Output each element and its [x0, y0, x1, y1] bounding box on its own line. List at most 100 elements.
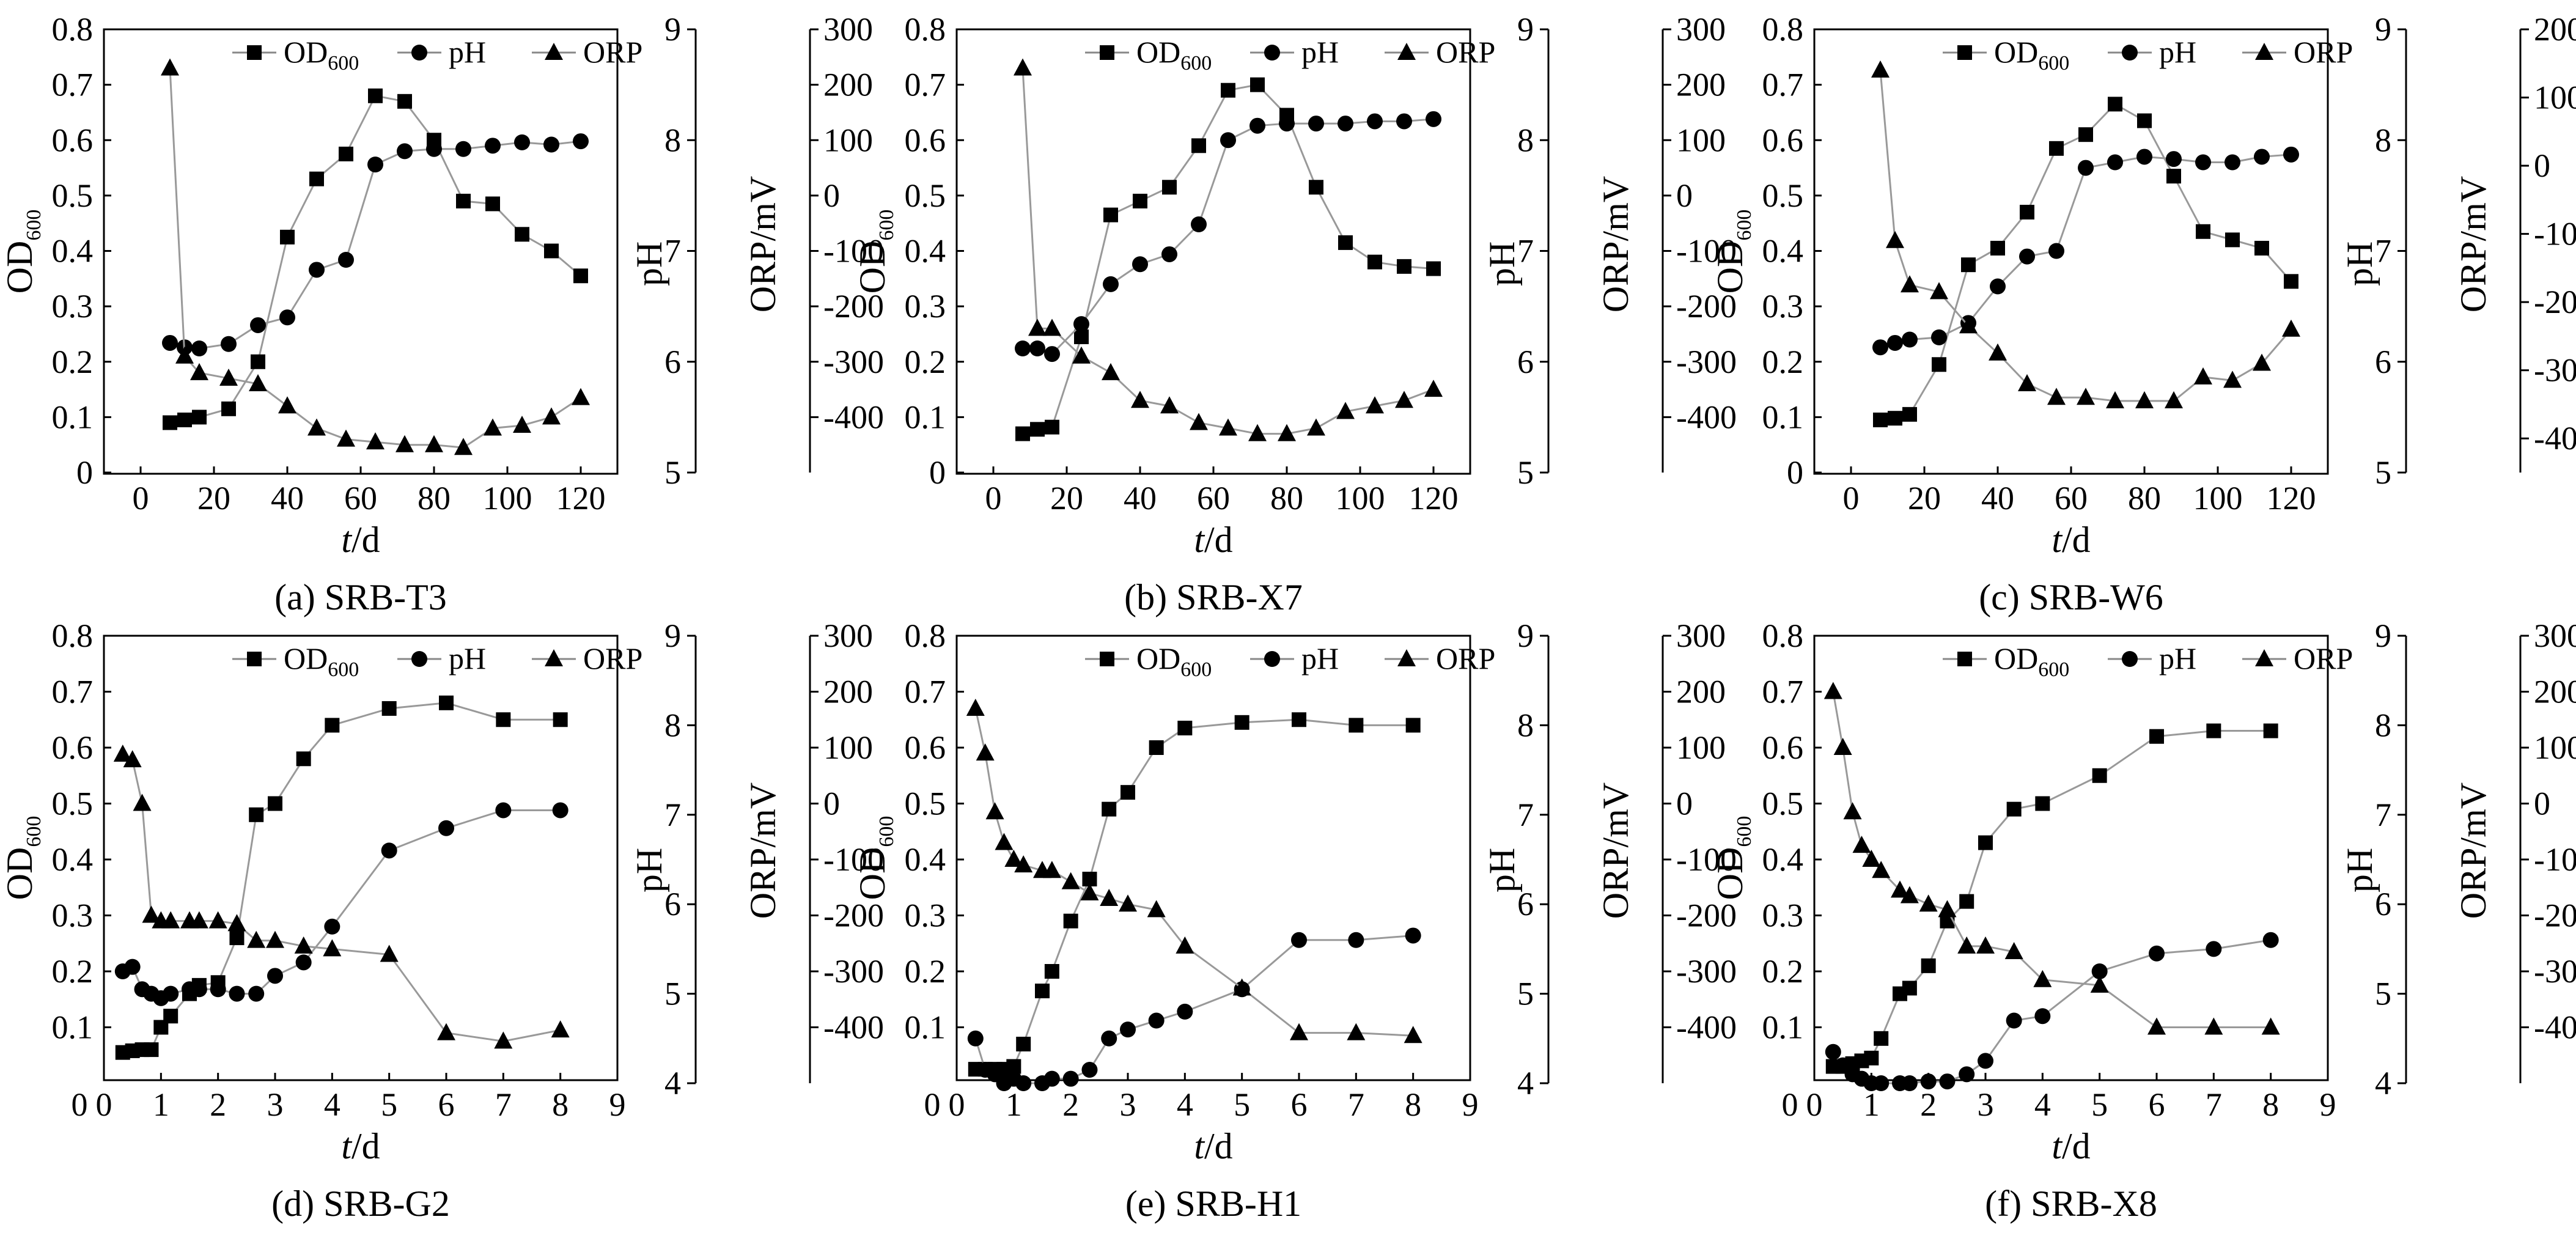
panel-caption: (f) SRB-X8	[1985, 1183, 2157, 1224]
data-point-circle	[495, 802, 512, 819]
series-line	[974, 934, 1413, 1084]
data-point-square	[2196, 224, 2210, 239]
y-axis-label: OD600	[0, 816, 45, 900]
data-point-circle	[2048, 243, 2064, 259]
x-axis-label: t/d	[2052, 1126, 2090, 1166]
data-point-circle	[1939, 1073, 1956, 1090]
data-point-triangle	[142, 905, 161, 923]
data-point-circle	[279, 309, 295, 326]
series-circle	[1825, 932, 2279, 1091]
data-point-square	[177, 412, 192, 427]
y-tick-label: 0.2	[1762, 953, 1804, 990]
data-point-square	[1959, 894, 1974, 909]
orp-tick-label: -100	[823, 841, 884, 878]
data-point-circle	[210, 981, 226, 998]
data-point-triangle	[1100, 889, 1119, 907]
y-tick-label: 0.3	[1762, 288, 1804, 325]
x-tick-label: 9	[1462, 1086, 1479, 1123]
x-tick-label: 6	[1291, 1086, 1308, 1123]
y-tick-label: 0	[1787, 454, 1803, 491]
legend-label-main: pH	[449, 35, 486, 69]
data-point-square	[325, 718, 340, 733]
data-point-triangle	[396, 435, 414, 452]
x-axis-label: t/d	[2052, 520, 2090, 560]
data-point-circle	[514, 134, 530, 150]
data-point-triangle	[1833, 738, 1852, 755]
ph-tick-label: 5	[1517, 454, 1534, 491]
ph-tick-label: 6	[1517, 344, 1534, 380]
data-point-square	[1367, 254, 1382, 270]
orp-tick-label: -200	[1676, 897, 1737, 934]
series-circle	[1015, 111, 1441, 363]
data-point-triangle	[123, 750, 142, 768]
ph-tick-label: 7	[1517, 233, 1534, 270]
data-point-triangle	[175, 346, 194, 364]
data-point-square	[1902, 981, 1917, 996]
data-point-triangle	[2047, 388, 2066, 405]
ph-axis-label: pH	[1482, 241, 1522, 286]
ph-tick-label: 7	[2375, 797, 2391, 833]
x-axis-label-var: t	[1194, 520, 1205, 560]
data-point-circle	[397, 143, 413, 160]
orp-tick-label: 300	[1676, 617, 1726, 654]
legend-label: pH	[2159, 641, 2196, 675]
data-point-square	[1102, 801, 1117, 817]
series-square	[115, 695, 568, 1060]
x-tick-label: 0	[949, 1086, 965, 1123]
legend-label: OD600	[284, 35, 359, 75]
data-point-square	[221, 401, 236, 416]
x-tick-label: 2	[1062, 1086, 1079, 1123]
y-tick-label: 0.7	[52, 67, 94, 103]
data-point-circle	[1348, 932, 1364, 948]
ph-axis-label: pH	[1482, 848, 1522, 893]
x-tick-label: 100	[2193, 480, 2243, 517]
ph-tick-label: 4	[2375, 1065, 2391, 1102]
y-axis-label: OD600	[1710, 210, 1756, 294]
data-point-square	[553, 712, 568, 727]
legend-label-main: OD	[1994, 641, 2038, 675]
y-axis-label-sub: 600	[1733, 816, 1756, 847]
y-tick-label: 0.1	[52, 399, 94, 435]
data-point-circle	[2091, 963, 2108, 979]
y-axis-label-sub: 600	[23, 210, 45, 241]
data-point-triangle	[161, 58, 179, 76]
orp-tick-label: 0	[823, 177, 840, 214]
y-tick-label: 0.1	[1762, 1009, 1804, 1046]
data-point-triangle	[2282, 319, 2300, 337]
panel-caption: (b) SRB-X7	[1124, 577, 1303, 617]
data-point-triangle	[1336, 402, 1355, 419]
data-point-square	[1961, 257, 1976, 273]
y-tick-label: 0.1	[905, 1009, 946, 1046]
data-point-square	[296, 751, 311, 767]
x-axis-label-var: t	[341, 1126, 352, 1166]
ph-tick-label: 5	[664, 976, 681, 1012]
legend-marker-square	[1957, 652, 1972, 666]
data-point-circle	[1873, 1075, 1890, 1091]
orp-tick-label: 0	[1676, 786, 1693, 822]
orp-tick-label: 200	[1676, 67, 1726, 103]
data-point-triangle	[1248, 424, 1267, 441]
orp-tick-label: 100	[823, 122, 873, 158]
x-tick-label: 60	[1197, 480, 1230, 517]
orp-tick-label: 200	[2534, 674, 2576, 710]
ph-tick-label: 7	[1517, 797, 1534, 833]
y-tick-label: 0.7	[1762, 67, 1804, 103]
legend-marker-circle	[1264, 45, 1280, 61]
data-point-triangle	[227, 914, 246, 932]
series-line	[1880, 153, 2292, 348]
data-point-square	[439, 695, 454, 710]
data-point-triangle	[1072, 346, 1091, 364]
data-point-square	[381, 701, 397, 716]
x-tick-label: 7	[495, 1086, 512, 1123]
data-point-circle	[1887, 334, 1903, 351]
x-axis-label-unit: /d	[2062, 520, 2091, 560]
x-tick-label: 0	[985, 480, 1002, 517]
orp-tick-label: 300	[1676, 11, 1726, 48]
data-point-triangle	[1014, 855, 1033, 873]
x-tick-label: 3	[1978, 1086, 1994, 1123]
ph-tick-label: 5	[2375, 454, 2391, 491]
data-point-square	[2035, 796, 2050, 811]
series-line	[1880, 103, 2292, 421]
x-tick-label: 40	[271, 480, 304, 517]
